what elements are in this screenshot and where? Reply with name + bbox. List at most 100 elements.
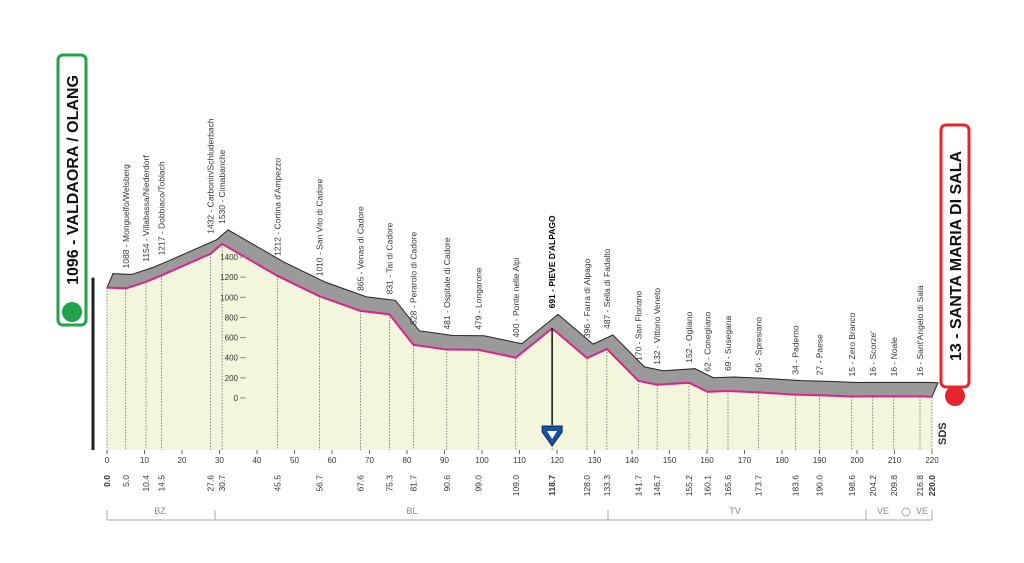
km-label: 27.6: [206, 475, 216, 492]
km-label: 204.2: [868, 475, 878, 497]
profile-face: [107, 243, 932, 450]
x-tick-label: 150: [663, 456, 677, 465]
km-label: 155.2: [684, 475, 694, 497]
x-tick-label: 50: [290, 456, 299, 465]
waypoint-label: 1154 - Villabassa/Niederdorf: [141, 155, 151, 262]
waypoint-label: 1010 - San Vito di Cadore: [315, 178, 325, 276]
waypoint-label: 831 - Tai di Cadore: [384, 222, 394, 294]
km-label: 14.5: [156, 475, 166, 492]
km-label: 198.6: [847, 475, 857, 497]
waypoint-label: 1217 - Dobbiaco/Toblach: [156, 161, 166, 255]
x-tick-label: 20: [178, 456, 187, 465]
km-label: 5.0: [121, 475, 131, 487]
km-label: 45.5: [273, 475, 283, 492]
start-box: [56, 53, 88, 327]
y-tick-label: 800: [225, 313, 239, 322]
km-label: 10.4: [141, 475, 151, 492]
start-icon: [62, 302, 82, 322]
km-label: 220.0: [927, 475, 937, 497]
y-tick-label: 600: [225, 334, 239, 343]
profile-line: [106, 242, 933, 398]
waypoint-label: 152 - Ogliano: [684, 311, 694, 362]
province-label: BZ: [154, 506, 166, 516]
logo: SDS: [937, 422, 949, 445]
x-tick-label: 190: [813, 456, 827, 465]
waypoint-label: 1432 - Carbonin/Schluderbach: [206, 118, 216, 234]
waypoint-label: 170 - San Floriano: [633, 291, 643, 361]
km-label: 183.6: [791, 475, 801, 497]
waypoint-label: 27 - Paese: [815, 334, 825, 375]
finish-label: 13 - SANTA MARIA DI SALA: [948, 151, 965, 362]
waypoint-label: 487 - Sella di Fadalto: [602, 248, 612, 329]
waypoint-label: 865 - Venas di Cadore: [356, 206, 366, 291]
province-label: TV: [729, 506, 741, 516]
waypoint-label: 62 - Conegliano: [702, 311, 712, 371]
km-label: 133.3: [602, 475, 612, 497]
waypoint-label: 479 - Longarone: [473, 267, 483, 330]
x-tick-label: 60: [328, 456, 337, 465]
x-tick-label: 40: [253, 456, 262, 465]
waypoint-label: 15 - Zero Branco: [847, 312, 857, 376]
km-label: 75.3: [384, 475, 394, 492]
x-tick-label: 10: [140, 456, 149, 465]
km-label: 165.6: [723, 475, 733, 497]
y-tick-label: 1200: [220, 273, 238, 282]
y-tick-label: 1400: [220, 253, 238, 262]
km-label: 30.7: [217, 475, 227, 492]
km-label: 173.7: [753, 475, 763, 497]
km-label: 109.0: [511, 475, 521, 497]
km-label: 141.7: [633, 475, 643, 497]
plot: 0 200 400 600 800 1000 1200 1400 0 10 20 30 40 50 60 70…: [91, 118, 939, 497]
waypoint-label: 132 - Vittorio Veneto: [652, 288, 662, 365]
km-label: 216.8: [915, 475, 925, 497]
province-label: VE: [916, 506, 928, 516]
x-tick-label: 90: [440, 456, 449, 465]
x-tick-label: 180: [775, 456, 789, 465]
finish-icon: [945, 386, 965, 406]
province-label: BL: [406, 506, 417, 516]
waypoint-label: 481 - Ospitale di Cadore: [442, 237, 452, 329]
km-label: 160.1: [702, 475, 712, 497]
x-tick-label: 110: [513, 456, 526, 465]
waypoint-label: 1530 - Cimabanche: [217, 149, 227, 223]
km-label: 90.6: [442, 475, 452, 492]
waypoint-label: 16 - Sant'Angelo di Sala: [915, 285, 925, 376]
km-label: 56.7: [315, 475, 325, 492]
x-tick-label: 220: [925, 456, 939, 465]
x-tick-label: 210: [888, 456, 902, 465]
climb-icon-mark: [547, 431, 558, 439]
waypoint-label: 691 - PIEVE D'ALPAGO: [547, 215, 557, 308]
y-tick-label: 0: [234, 394, 239, 403]
x-tick-label: 0: [105, 456, 110, 465]
km-label: 146.7: [652, 475, 662, 497]
x-tick-label: 200: [850, 456, 864, 465]
x-tick-label: 130: [588, 456, 602, 465]
y-tick-label: 400: [225, 354, 239, 363]
province-icon: [901, 507, 911, 517]
km-label: 190.0: [815, 475, 825, 497]
x-tick-label: 160: [700, 456, 714, 465]
km-label: 0.0: [102, 475, 112, 487]
km-label: 118.7: [547, 475, 557, 496]
start-label: 1096 - VALDAORA / OLANG: [65, 75, 82, 285]
waypoint-label: 69 - Susegana: [723, 315, 733, 371]
y-tick-label: 200: [225, 374, 239, 383]
x-tick-label: 170: [738, 456, 752, 465]
x-tick-label: 100: [475, 456, 489, 465]
x-tick-label: 80: [403, 456, 412, 465]
waypoint-label: 16 - Scorze': [868, 331, 878, 376]
km-label: 99.0: [473, 475, 483, 492]
waypoint-label: 16 - Noale: [889, 337, 899, 376]
waypoint-label: 1088 - Monguelfo/Welsberg: [121, 164, 131, 269]
x-tick-label: 120: [550, 456, 564, 465]
km-label: 67.6: [356, 475, 366, 492]
province-label: VE: [877, 506, 889, 516]
waypoint-label: 528 - Perarolo di Cadore: [408, 231, 418, 324]
waypoint-label: 400 - Ponte nelle Alpi: [511, 257, 521, 337]
waypoint-label: 34 - Paderno: [791, 325, 801, 374]
waypoint-label: 1212 - Cortina d'Ampezzo: [273, 158, 283, 256]
x-tick-label: 140: [625, 456, 639, 465]
y-tick-label: 1000: [220, 293, 238, 302]
km-label: 81.7: [408, 475, 418, 492]
